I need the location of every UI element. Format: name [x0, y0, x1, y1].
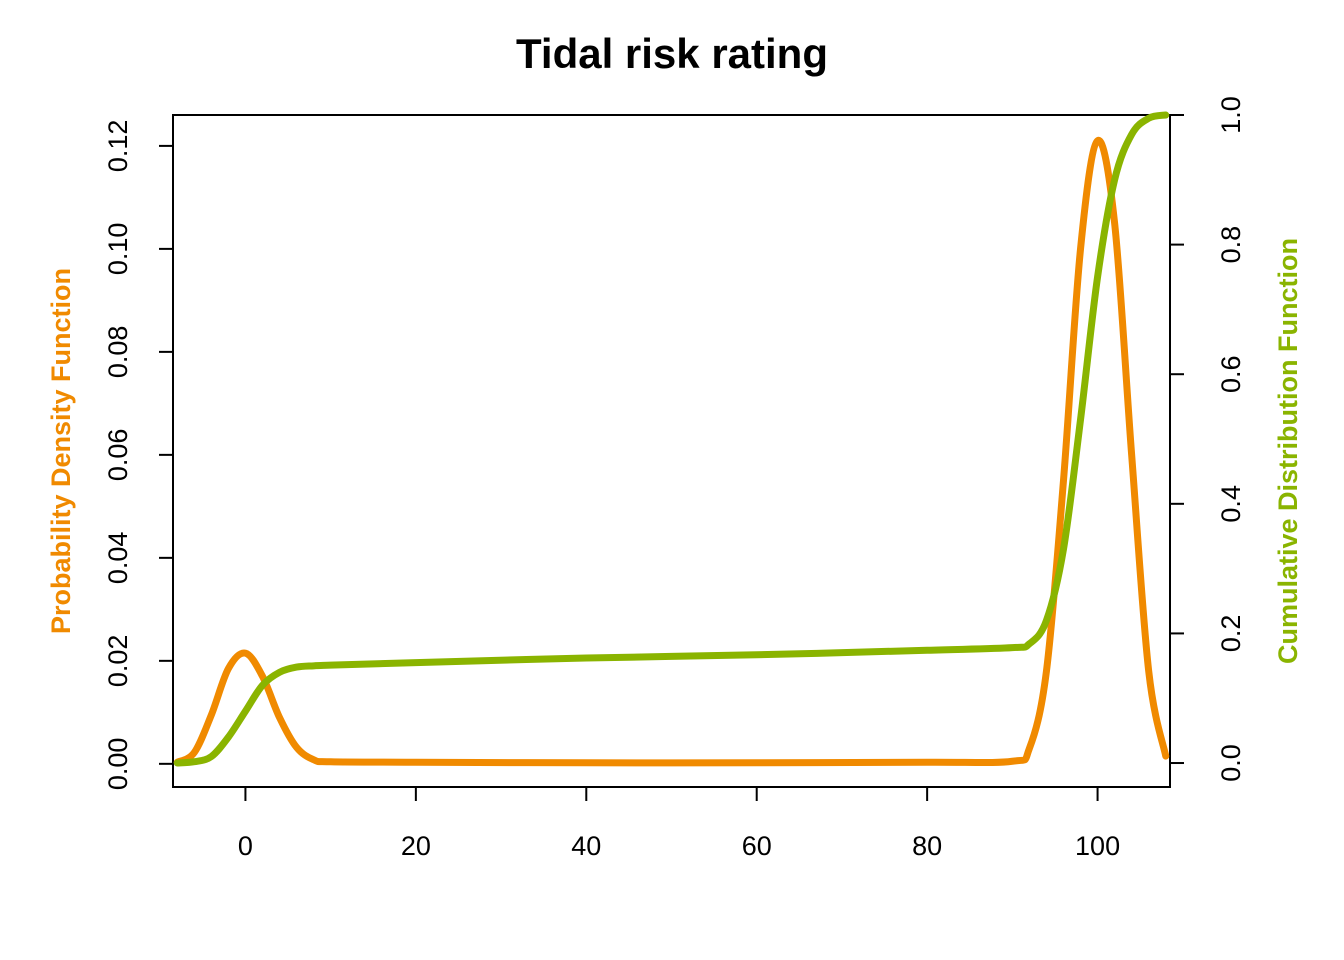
left-y-axis: 0.00 0.02 0.04 0.06 0.08 0.10 0.12	[103, 120, 174, 791]
right-y-tick-label: 0.4	[1216, 485, 1246, 523]
right-y-tick-label: 0.6	[1216, 355, 1246, 393]
left-axis-title: Probability Density Function	[46, 268, 76, 634]
x-tick-label: 80	[912, 831, 942, 861]
left-y-tick-label: 0.12	[103, 120, 133, 173]
x-tick-label: 60	[742, 831, 772, 861]
left-y-tick-label: 0.02	[103, 635, 133, 688]
left-y-tick-label: 0.06	[103, 429, 133, 482]
left-y-tick-label: 0.04	[103, 532, 133, 585]
x-tick-label: 100	[1075, 831, 1120, 861]
right-y-tick-label: 0.0	[1216, 744, 1246, 782]
pdf-series-line	[173, 137, 1170, 767]
right-y-tick-label: 1.0	[1216, 96, 1246, 134]
left-y-tick-label: 0.10	[103, 223, 133, 276]
x-tick-label: 0	[238, 831, 253, 861]
plot-frame	[172, 114, 1171, 788]
x-axis: 0 20 40 60 80 100	[238, 786, 1120, 861]
left-y-tick-label: 0.08	[103, 326, 133, 379]
chart-title: Tidal risk rating	[516, 30, 828, 77]
series-layer	[173, 111, 1170, 767]
left-y-tick-label: 0.00	[103, 738, 133, 791]
right-y-axis: 0.0 0.2 0.4 0.6 0.8 1.0	[1169, 96, 1246, 782]
right-axis-title: Cumulative Distribution Function	[1273, 238, 1303, 664]
x-tick-label: 40	[571, 831, 601, 861]
x-tick-label: 20	[401, 831, 431, 861]
right-y-tick-label: 0.2	[1216, 615, 1246, 653]
right-y-tick-label: 0.8	[1216, 226, 1246, 264]
cdf-series-line	[173, 111, 1170, 767]
